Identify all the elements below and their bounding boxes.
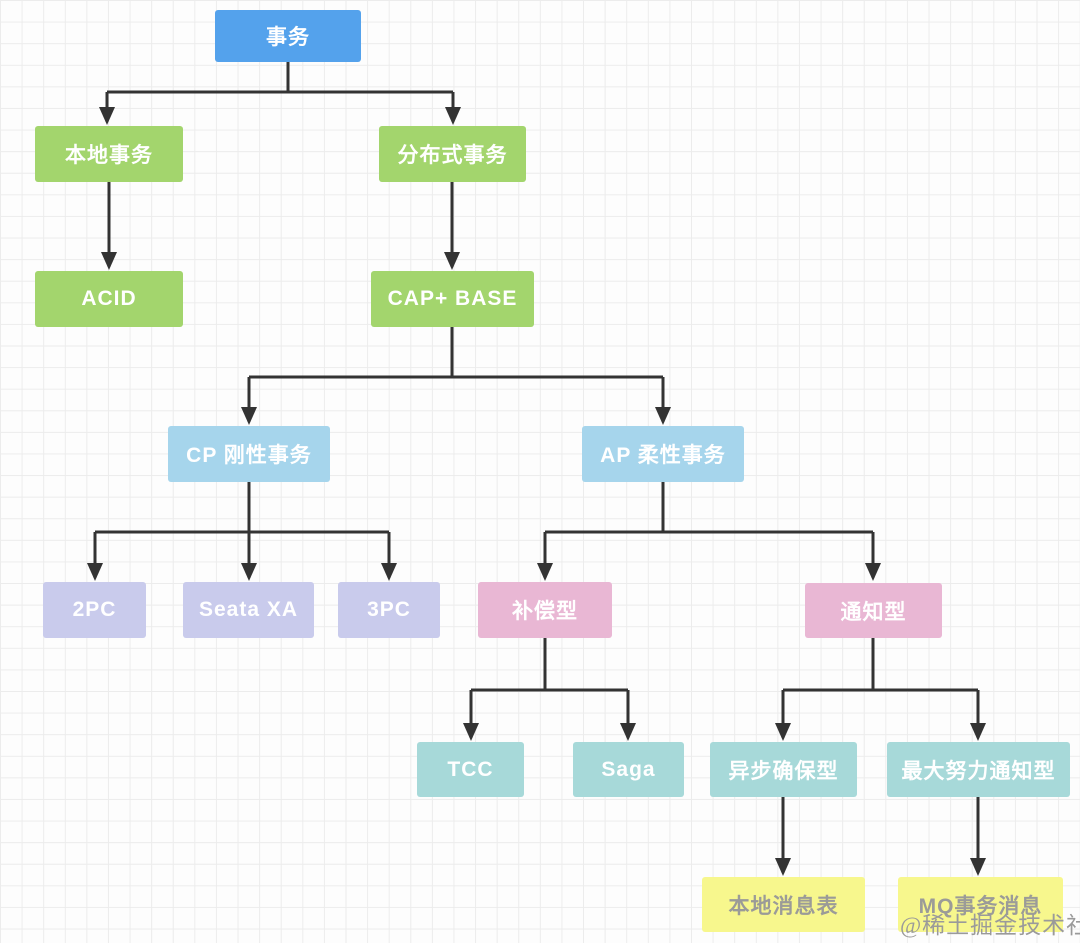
node-async-ensure: 异步确保型 [710, 742, 857, 797]
node-ap-flexible: AP 柔性事务 [582, 426, 744, 482]
node-cp-rigid: CP 刚性事务 [168, 426, 330, 482]
node-best-effort-notify: 最大努力通知型 [887, 742, 1070, 797]
node-compensation: 补偿型 [478, 582, 612, 638]
node-seata-xa: Seata XA [183, 582, 314, 638]
node-transaction: 事务 [215, 10, 361, 62]
node-local-message-table: 本地消息表 [702, 877, 865, 932]
node-2pc: 2PC [43, 582, 146, 638]
node-tcc: TCC [417, 742, 524, 797]
node-saga: Saga [573, 742, 684, 797]
node-distributed-transaction: 分布式事务 [379, 126, 526, 182]
node-3pc: 3PC [338, 582, 440, 638]
node-acid: ACID [35, 271, 183, 327]
node-notification: 通知型 [805, 583, 942, 638]
node-cap-base: CAP+ BASE [371, 271, 534, 327]
watermark-text: @稀土掘金技术社区 [900, 913, 1080, 938]
node-mq-transaction-message: MQ事务消息 [898, 877, 1063, 932]
node-local-transaction: 本地事务 [35, 126, 183, 182]
